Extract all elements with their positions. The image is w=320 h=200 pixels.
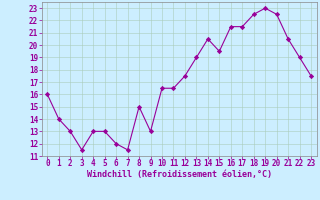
X-axis label: Windchill (Refroidissement éolien,°C): Windchill (Refroidissement éolien,°C) [87, 170, 272, 179]
